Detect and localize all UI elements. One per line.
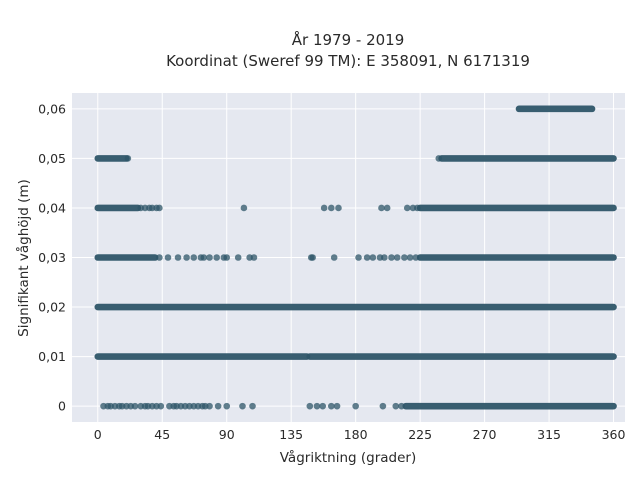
data-point: [406, 254, 414, 261]
data-point: [363, 254, 371, 261]
data-point: [313, 402, 321, 410]
data-point: [239, 402, 246, 410]
data-point-cluster: [94, 204, 142, 212]
data-point: [388, 254, 395, 261]
chart-subtitle: Koordinat (Sweref 99 TM): E 358091, N 61…: [166, 52, 530, 70]
data-point: [378, 204, 385, 212]
data-point: [156, 254, 163, 261]
y-tick-label: 0: [58, 399, 66, 414]
data-point: [369, 254, 377, 261]
y-tick-label: 0,02: [38, 300, 66, 315]
data-point: [379, 402, 387, 410]
data-point: [190, 254, 198, 261]
data-point: [200, 254, 208, 261]
data-point: [250, 254, 258, 261]
data-point: [309, 254, 316, 261]
x-axis-label: Vågriktning (grader): [280, 449, 417, 466]
data-point: [401, 254, 408, 261]
data-point: [393, 254, 401, 261]
data-point: [240, 204, 248, 212]
x-tick-label: 180: [344, 427, 368, 442]
y-tick-label: 0,06: [38, 101, 66, 116]
data-point-cluster: [515, 105, 596, 113]
x-tick-label: 135: [279, 427, 303, 442]
data-point: [335, 204, 342, 212]
data-point: [206, 402, 213, 410]
x-axis-ticks: 0 45 90 135 180 225 270 315 360: [94, 427, 626, 442]
data-point-cluster: [438, 155, 617, 162]
data-point-cluster: [94, 353, 311, 360]
data-points: [94, 105, 617, 410]
y-tick-label: 0,03: [38, 250, 66, 265]
data-point-cluster: [416, 254, 617, 261]
y-tick-label: 0,01: [38, 349, 66, 364]
data-point: [223, 254, 231, 261]
data-point: [328, 402, 335, 410]
data-point-cluster: [402, 402, 617, 410]
data-point-cluster: [94, 303, 617, 311]
y-axis-ticks: 0 0,01 0,02 0,03 0,04 0,05 0,06: [38, 101, 66, 413]
data-point: [124, 155, 132, 162]
data-point: [352, 402, 359, 410]
data-point: [398, 402, 405, 410]
x-tick-label: 45: [154, 427, 170, 442]
data-point-cluster: [416, 204, 617, 212]
y-tick-label: 0,05: [38, 151, 66, 166]
data-point: [355, 254, 362, 261]
data-point: [223, 402, 231, 410]
data-point: [306, 402, 314, 410]
x-tick-label: 315: [537, 427, 561, 442]
data-point: [328, 204, 335, 212]
data-point: [435, 155, 443, 162]
chart-title: År 1979 - 2019: [292, 30, 405, 49]
x-tick-label: 270: [473, 427, 497, 442]
data-point: [131, 402, 139, 410]
x-tick-label: 360: [602, 427, 626, 442]
data-point: [183, 254, 190, 261]
x-tick-label: 225: [408, 427, 432, 442]
data-point: [330, 254, 338, 261]
data-point-cluster: [306, 353, 617, 360]
data-point: [333, 402, 341, 410]
data-point-cluster: [94, 254, 159, 261]
data-point: [319, 402, 327, 410]
data-point: [320, 204, 328, 212]
data-point: [156, 204, 163, 212]
data-point: [214, 402, 222, 410]
data-point: [403, 204, 411, 212]
x-tick-label: 0: [94, 427, 102, 442]
data-point-cluster: [94, 155, 130, 162]
data-point: [174, 254, 182, 261]
data-point: [164, 254, 172, 261]
x-tick-label: 90: [219, 427, 235, 442]
data-point: [206, 254, 213, 261]
data-point: [249, 402, 256, 410]
data-point: [234, 254, 242, 261]
y-axis-label: Signifikant våghöjd (m): [15, 179, 32, 337]
data-point: [413, 204, 421, 212]
data-point: [213, 254, 220, 261]
data-point: [157, 402, 165, 410]
data-point: [383, 204, 391, 212]
data-point: [412, 254, 420, 261]
data-point: [392, 402, 400, 410]
data-point: [381, 254, 388, 261]
y-tick-label: 0,04: [38, 200, 66, 215]
